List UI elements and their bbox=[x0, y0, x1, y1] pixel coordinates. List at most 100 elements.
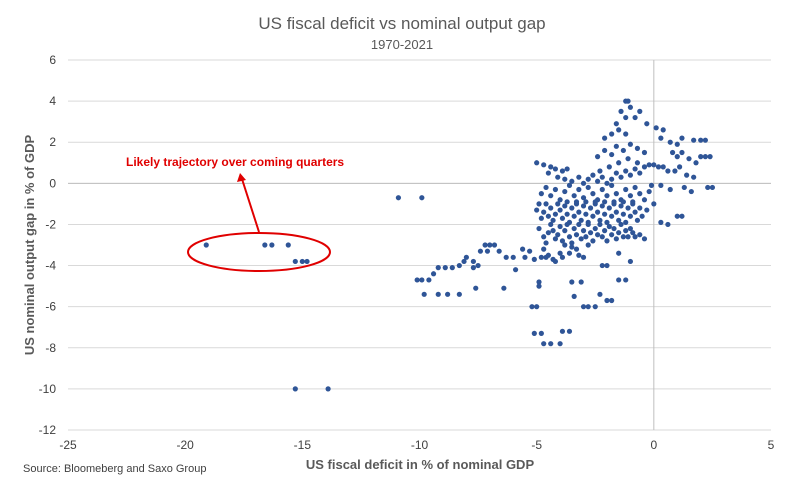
data-point bbox=[611, 199, 617, 205]
data-point bbox=[269, 242, 275, 248]
data-point bbox=[618, 174, 624, 180]
data-point bbox=[623, 114, 629, 121]
data-point bbox=[571, 293, 577, 299]
data-point bbox=[585, 219, 591, 225]
data-point bbox=[576, 221, 582, 228]
data-point bbox=[548, 193, 554, 199]
data-point bbox=[679, 149, 685, 156]
data-point bbox=[548, 341, 554, 347]
y-tick-label: -10 bbox=[39, 382, 57, 396]
data-point bbox=[646, 162, 652, 168]
y-tick-label: -6 bbox=[45, 300, 56, 314]
data-point bbox=[698, 154, 704, 160]
y-tick-label: 2 bbox=[49, 135, 56, 149]
data-point bbox=[536, 225, 542, 232]
data-point bbox=[576, 209, 582, 215]
data-point bbox=[573, 199, 580, 205]
data-point bbox=[590, 172, 596, 178]
data-point bbox=[292, 258, 298, 265]
data-point bbox=[604, 193, 610, 199]
data-point bbox=[604, 297, 610, 304]
data-point bbox=[578, 279, 584, 285]
data-point bbox=[616, 277, 622, 283]
data-point bbox=[641, 164, 648, 170]
data-point bbox=[557, 223, 563, 230]
data-point bbox=[543, 201, 549, 207]
data-point bbox=[587, 230, 594, 236]
data-point bbox=[562, 242, 568, 248]
data-point bbox=[555, 201, 561, 207]
data-point bbox=[606, 223, 612, 230]
data-point bbox=[545, 213, 551, 219]
data-point bbox=[618, 108, 624, 114]
data-point bbox=[667, 139, 673, 145]
data-point bbox=[669, 149, 676, 156]
data-point bbox=[562, 228, 568, 234]
x-tick-label: -20 bbox=[176, 438, 194, 452]
data-point bbox=[564, 199, 570, 205]
data-point bbox=[482, 242, 488, 248]
data-point bbox=[559, 168, 566, 174]
data-point bbox=[602, 228, 608, 234]
data-point bbox=[597, 217, 603, 223]
data-point bbox=[632, 114, 638, 121]
data-point bbox=[620, 234, 626, 240]
data-point bbox=[660, 127, 666, 133]
data-point bbox=[594, 154, 601, 160]
x-tick-label: 0 bbox=[650, 438, 657, 452]
data-point bbox=[592, 199, 598, 205]
data-point bbox=[599, 186, 605, 193]
data-point bbox=[580, 203, 587, 209]
data-point bbox=[552, 211, 559, 217]
data-point bbox=[559, 215, 566, 221]
data-point bbox=[637, 170, 643, 176]
data-point bbox=[536, 201, 542, 207]
data-point bbox=[604, 219, 610, 225]
data-point bbox=[580, 180, 587, 186]
data-point bbox=[552, 166, 559, 172]
data-point bbox=[637, 232, 643, 238]
data-point bbox=[627, 213, 634, 219]
data-point bbox=[658, 219, 664, 225]
data-point bbox=[555, 232, 561, 238]
data-point bbox=[477, 248, 484, 254]
data-point bbox=[597, 221, 603, 228]
source-note: Source: Bloomeberg and Saxo Group bbox=[23, 463, 206, 475]
data-point bbox=[573, 232, 580, 238]
data-point bbox=[609, 176, 615, 182]
data-point bbox=[557, 197, 563, 203]
data-point bbox=[541, 209, 547, 215]
data-point bbox=[637, 191, 643, 197]
data-point bbox=[430, 271, 437, 277]
data-point bbox=[665, 168, 671, 174]
data-point bbox=[599, 203, 605, 209]
data-point bbox=[583, 234, 589, 240]
data-point bbox=[613, 236, 619, 242]
data-point bbox=[618, 221, 624, 228]
data-point bbox=[566, 328, 573, 334]
data-point bbox=[583, 211, 589, 217]
data-point bbox=[435, 265, 441, 271]
data-point bbox=[627, 193, 634, 199]
data-point bbox=[609, 213, 615, 219]
data-point bbox=[559, 328, 566, 334]
data-point bbox=[548, 164, 554, 170]
data-point bbox=[634, 160, 641, 166]
x-axis-title: US fiscal deficit in % of nominal GDP bbox=[306, 457, 535, 472]
data-point bbox=[571, 213, 577, 219]
data-point bbox=[602, 199, 608, 205]
data-point bbox=[693, 160, 699, 166]
data-point bbox=[660, 164, 666, 170]
data-point bbox=[484, 248, 491, 254]
data-point bbox=[510, 254, 516, 260]
data-point bbox=[623, 168, 629, 174]
data-point bbox=[709, 184, 716, 191]
data-point bbox=[543, 184, 549, 191]
data-point bbox=[677, 164, 683, 170]
data-point bbox=[569, 279, 575, 285]
data-point bbox=[623, 131, 629, 137]
data-point bbox=[541, 341, 547, 347]
data-point bbox=[625, 234, 631, 240]
data-point bbox=[604, 262, 610, 269]
data-point bbox=[203, 242, 209, 248]
